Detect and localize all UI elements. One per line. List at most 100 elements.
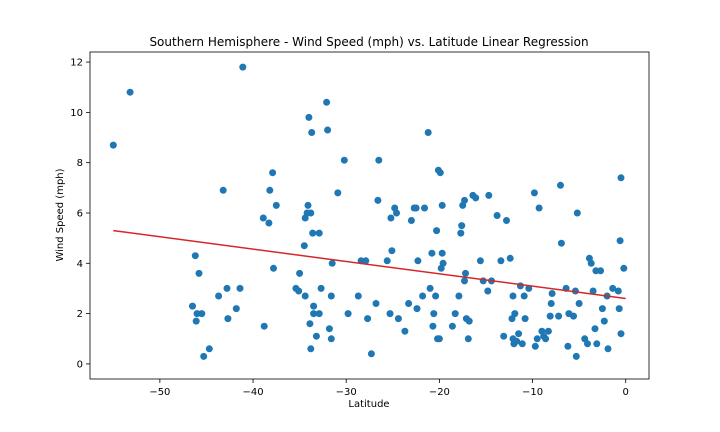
data-point <box>354 292 362 300</box>
regression-line <box>113 229 626 300</box>
data-point <box>591 325 599 333</box>
y-tick-label: 2 <box>77 309 83 320</box>
x-axis-label: Latitude <box>348 399 389 410</box>
data-point <box>272 201 280 209</box>
x-tick-label: −50 <box>149 387 170 398</box>
data-point <box>493 212 501 219</box>
data-point <box>511 310 519 318</box>
data-point <box>334 189 342 197</box>
data-point <box>587 259 595 267</box>
data-point <box>375 156 383 164</box>
data-point <box>364 315 372 323</box>
data-point <box>372 300 380 307</box>
data-point <box>344 310 352 318</box>
data-point <box>305 113 313 121</box>
data-point <box>521 315 529 323</box>
data-point <box>609 284 617 292</box>
data-point <box>307 345 315 353</box>
data-point <box>259 214 267 222</box>
data-point <box>239 63 247 71</box>
data-point <box>455 292 463 300</box>
y-axis-label: Wind Speed (mph) <box>55 168 66 261</box>
data-point <box>615 305 623 313</box>
data-point <box>421 204 428 212</box>
data-point <box>544 327 552 335</box>
data-point <box>394 315 402 323</box>
data-point <box>386 310 394 318</box>
data-point <box>564 342 572 350</box>
data-point <box>458 222 466 230</box>
data-point <box>429 322 437 330</box>
data-point <box>503 217 510 224</box>
data-point <box>205 345 213 353</box>
data-point <box>620 264 628 272</box>
plot-area <box>109 63 628 360</box>
data-point <box>325 325 333 333</box>
data-point <box>428 249 436 257</box>
data-point <box>296 269 304 277</box>
data-point <box>388 247 396 255</box>
data-point <box>465 317 473 325</box>
data-point <box>597 267 605 275</box>
data-point <box>616 237 624 245</box>
data-point <box>327 335 335 343</box>
y-tick-label: 12 <box>70 58 83 69</box>
data-point <box>383 257 391 265</box>
data-point <box>413 305 421 313</box>
data-point <box>307 209 315 217</box>
data-point <box>570 312 577 320</box>
data-point <box>530 189 538 197</box>
data-point <box>312 332 320 340</box>
data-point <box>387 214 395 222</box>
data-point <box>500 332 508 340</box>
data-point <box>374 196 382 204</box>
data-point <box>323 98 331 106</box>
data-point <box>547 300 555 307</box>
data-point <box>485 191 493 199</box>
data-point <box>215 292 223 300</box>
data-point <box>520 292 528 300</box>
data-point <box>593 340 601 348</box>
data-point <box>327 292 335 300</box>
data-point <box>584 340 591 348</box>
data-point <box>362 257 370 265</box>
data-point <box>457 229 465 237</box>
plot-frame <box>89 51 650 380</box>
data-point <box>614 287 622 295</box>
data-point <box>516 282 524 290</box>
data-point <box>193 310 201 318</box>
data-point <box>472 194 480 202</box>
data-point <box>109 141 117 149</box>
data-point <box>436 169 444 177</box>
data-point <box>464 335 472 343</box>
data-point <box>265 219 273 227</box>
data-point <box>414 257 422 265</box>
data-point <box>437 264 445 272</box>
data-point <box>557 239 565 247</box>
chart-title: Southern Hemisphere - Wind Speed (mph) v… <box>149 35 588 49</box>
data-point <box>461 196 468 204</box>
data-point <box>617 174 625 182</box>
data-point <box>310 310 318 318</box>
data-point <box>509 292 517 300</box>
data-point <box>315 310 323 318</box>
data-point <box>232 305 240 313</box>
data-point <box>461 277 468 285</box>
data-point <box>533 335 541 343</box>
data-point <box>479 277 487 285</box>
data-point <box>432 292 440 300</box>
data-point <box>515 330 523 338</box>
data-point <box>126 88 134 96</box>
data-point <box>393 209 400 217</box>
data-point <box>451 310 459 318</box>
data-point <box>546 312 554 320</box>
data-point <box>340 156 348 164</box>
y-tick-label: 0 <box>77 359 83 370</box>
data-point <box>573 209 581 217</box>
data-point <box>317 284 325 292</box>
data-point <box>309 229 317 237</box>
data-point <box>412 204 420 212</box>
x-axis: −50 −40 −30 −20 −10 0 <box>149 379 629 398</box>
data-point <box>315 229 323 237</box>
data-point <box>236 284 244 292</box>
